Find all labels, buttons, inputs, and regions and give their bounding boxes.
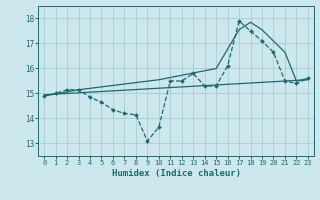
X-axis label: Humidex (Indice chaleur): Humidex (Indice chaleur) (111, 169, 241, 178)
